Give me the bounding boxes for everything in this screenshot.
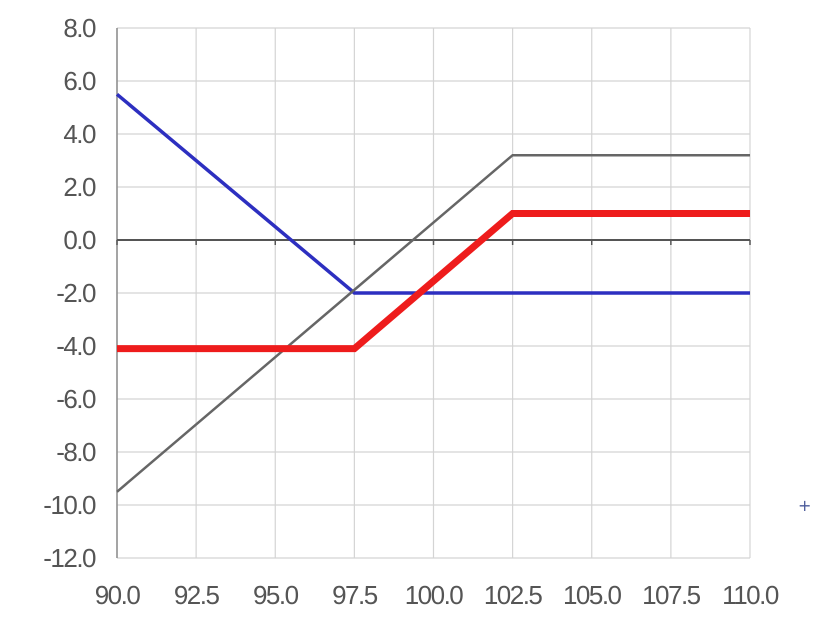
x-tick-labels: 90.0 92.5 95.0 97.5 100.0 102.5 105.0 107.5 110.… — [95, 580, 781, 610]
x-tick-label: 105.0 — [563, 580, 622, 610]
y-tick-label: 0.0 — [63, 225, 96, 255]
axes — [116, 28, 751, 558]
x-tick-label: 102.5 — [484, 580, 543, 610]
series-group — [115, 92, 750, 493]
series-line-3 — [117, 210, 750, 353]
y-tick-label: -4.0 — [56, 331, 96, 361]
y-tick-label: 2.0 — [63, 172, 96, 202]
y-tick-label: 6.0 — [63, 66, 96, 96]
x-tick-label: 100.0 — [405, 580, 464, 610]
y-tick-label: 4.0 — [63, 119, 96, 149]
y-tick-label: -10.0 — [43, 490, 96, 520]
x-tick-label: 90.0 — [95, 580, 141, 610]
corner-mark: + — [798, 496, 812, 515]
x-tick-label: 107.5 — [642, 580, 701, 610]
y-tick-label: -6.0 — [56, 384, 96, 414]
x-tick-label: 92.5 — [174, 580, 220, 610]
y-tick-labels: 8.0 6.0 4.0 2.0 0.0 -2.0 -4.0 -6.0 -8.0 -10.0 -12.… — [43, 13, 97, 573]
y-tick-label: -12.0 — [43, 543, 96, 573]
x-tick-label: 110.0 — [722, 580, 779, 610]
y-tick-label: 8.0 — [63, 13, 96, 43]
x-tick-label: 95.0 — [253, 580, 299, 610]
series-line-1 — [115, 92, 750, 295]
x-tick-label: 97.5 — [332, 580, 378, 610]
series-line-2 — [116, 153, 750, 493]
y-tick-label: -8.0 — [56, 437, 96, 467]
y-tick-label: -2.0 — [56, 278, 96, 308]
